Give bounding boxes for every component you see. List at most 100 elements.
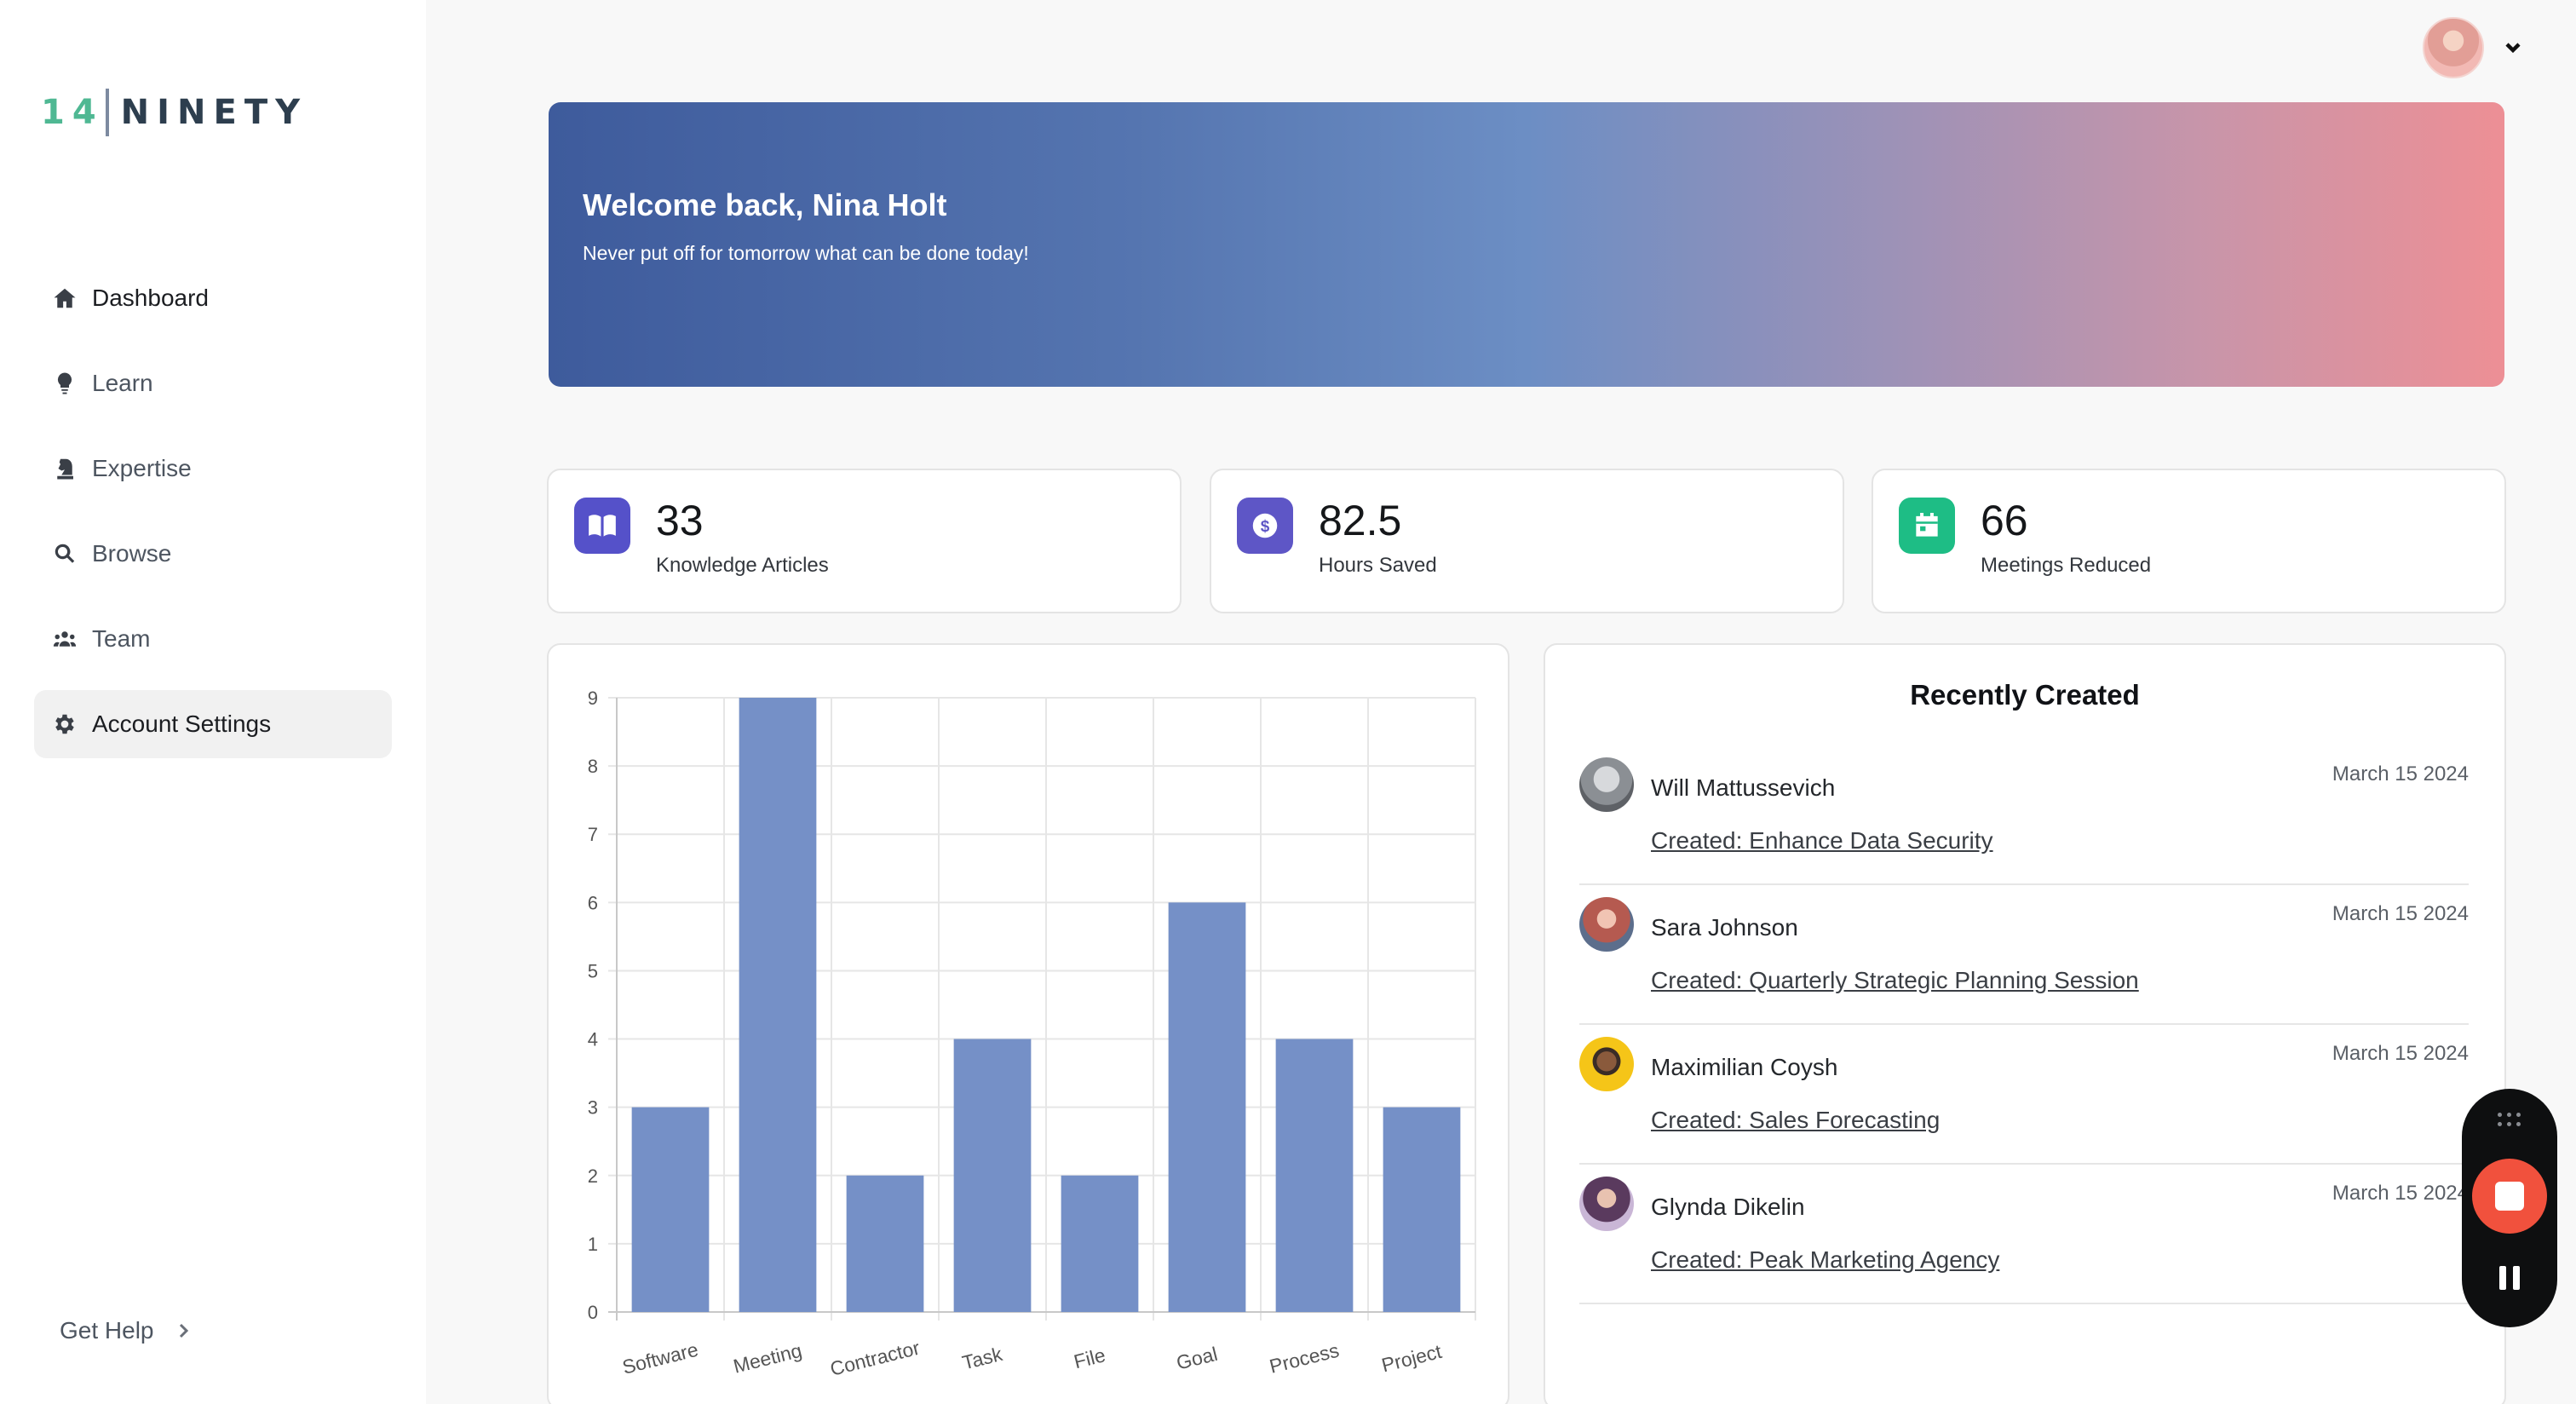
- recorder-widget[interactable]: [2462, 1089, 2557, 1327]
- x-tick-label: Goal: [1174, 1343, 1219, 1374]
- chart-card: 0 1 2 3 4 5 6 7 8 9 Software Meeting Contractor Task F…: [547, 643, 1509, 1404]
- chart-bar: [631, 1107, 710, 1312]
- search-icon: [48, 537, 82, 571]
- chart-bar: [1168, 902, 1246, 1312]
- y-tick-label: 2: [588, 1165, 598, 1187]
- sidebar-item-account-settings[interactable]: Account Settings: [34, 690, 392, 758]
- y-tick-label: 4: [588, 1029, 598, 1050]
- chart-bar: [1275, 1039, 1354, 1312]
- user-menu[interactable]: [2423, 17, 2523, 78]
- sidebar-item-label: Browse: [92, 540, 172, 567]
- y-tick-label: 5: [588, 960, 598, 981]
- x-tick-label: Project: [1379, 1340, 1444, 1377]
- sidebar-item-label: Expertise: [92, 455, 192, 481]
- recent-user-name: Maximilian Coysh: [1651, 1054, 1838, 1080]
- logo-number: 14: [41, 93, 104, 132]
- stat-value: 66: [1981, 497, 2028, 544]
- list-item: Will Mattussevich March 15 2024 Created:…: [1579, 745, 2469, 885]
- lightbulb-icon: [48, 366, 82, 400]
- chart-bar: [739, 698, 817, 1312]
- stat-card-hours-saved[interactable]: $ 82.5 Hours Saved: [1210, 469, 1844, 613]
- list-item: Maximilian Coysh March 15 2024 Created: …: [1579, 1025, 2469, 1165]
- stat-value: 33: [656, 497, 704, 544]
- drag-handle-icon[interactable]: [2496, 1111, 2523, 1130]
- x-tick-label: Process: [1268, 1339, 1342, 1378]
- recent-item-link[interactable]: Created: Enhance Data Security: [1651, 827, 1993, 854]
- recent-item-link[interactable]: Created: Quarterly Strategic Planning Se…: [1651, 967, 2139, 993]
- logo-word: NINETY: [120, 93, 308, 132]
- sidebar-item-learn[interactable]: Learn: [34, 349, 392, 417]
- x-tick-label: Task: [960, 1343, 1005, 1374]
- pause-button[interactable]: [2496, 1264, 2523, 1292]
- book-icon: [574, 498, 630, 554]
- y-tick-label: 6: [588, 892, 598, 913]
- sidebar-nav: Dashboard Learn Expertise Browse Team: [34, 264, 392, 775]
- recent-date: March 15 2024: [2332, 762, 2469, 785]
- recent-date: March 15 2024: [2332, 902, 2469, 925]
- list-item: Sara Johnson March 15 2024 Created: Quar…: [1579, 885, 2469, 1025]
- sidebar-item-team[interactable]: Team: [34, 605, 392, 673]
- avatar[interactable]: [1579, 1037, 1634, 1091]
- stat-label: Hours Saved: [1319, 554, 1437, 577]
- chevron-right-icon: [173, 1321, 193, 1341]
- logo-divider: [105, 89, 109, 136]
- sidebar-item-label: Dashboard: [92, 285, 209, 311]
- chart-bar: [846, 1175, 924, 1312]
- y-tick-label: 7: [588, 824, 598, 845]
- x-tick-label: Software: [620, 1338, 700, 1378]
- chart-bar: [953, 1039, 1032, 1312]
- stop-icon: [2495, 1182, 2524, 1211]
- recent-title: Recently Created: [1910, 679, 2140, 711]
- stat-label: Knowledge Articles: [656, 554, 829, 577]
- sidebar-item-label: Team: [92, 625, 151, 652]
- welcome-banner: Welcome back, Nina Holt Never put off fo…: [549, 102, 2504, 387]
- team-icon: [48, 622, 82, 656]
- welcome-title: Welcome back, Nina Holt: [583, 187, 947, 222]
- app-logo[interactable]: 14 NINETY: [41, 89, 308, 136]
- y-tick-label: 0: [588, 1302, 598, 1323]
- stat-label: Meetings Reduced: [1981, 554, 2152, 577]
- stat-card-knowledge-articles[interactable]: 33 Knowledge Articles: [547, 469, 1182, 613]
- stat-value: 82.5: [1319, 497, 1402, 544]
- chart-bar: [1383, 1107, 1461, 1312]
- avatar[interactable]: [2423, 17, 2484, 78]
- y-tick-label: 8: [588, 756, 598, 777]
- dollar-icon: $: [1237, 498, 1293, 554]
- avatar[interactable]: [1579, 897, 1634, 952]
- x-tick-label: Meeting: [731, 1339, 804, 1378]
- y-tick-label: 9: [588, 688, 598, 709]
- chess-knight-icon: [48, 452, 82, 486]
- stat-card-meetings-reduced[interactable]: 66 Meetings Reduced: [1872, 469, 2506, 613]
- home-icon: [48, 281, 82, 315]
- recent-date: March 15 2024: [2332, 1042, 2469, 1065]
- sidebar: 14 NINETY Dashboard Learn Expertise: [0, 0, 426, 1404]
- recent-user-name: Glynda Dikelin: [1651, 1194, 1805, 1220]
- chart-bar: [1061, 1175, 1139, 1312]
- recent-user-name: Sara Johnson: [1651, 914, 1798, 941]
- recent-user-name: Will Mattussevich: [1651, 774, 1836, 801]
- y-tick-label: 3: [588, 1097, 598, 1119]
- recent-item-link[interactable]: Created: Peak Marketing Agency: [1651, 1246, 2000, 1273]
- get-help-label: Get Help: [60, 1317, 154, 1344]
- calendar-icon: [1899, 498, 1955, 554]
- stop-recording-button[interactable]: [2472, 1159, 2547, 1234]
- welcome-subtitle: Never put off for tomorrow what can be d…: [583, 242, 1029, 264]
- svg-text:$: $: [1261, 518, 1270, 536]
- get-help-link[interactable]: Get Help: [60, 1317, 193, 1344]
- sidebar-item-dashboard[interactable]: Dashboard: [34, 264, 392, 332]
- avatar[interactable]: [1579, 757, 1634, 812]
- chevron-down-icon[interactable]: [2503, 37, 2523, 58]
- x-tick-label: Contractor: [828, 1337, 923, 1380]
- recent-date: March 15 2024: [2332, 1182, 2469, 1205]
- recent-item-link[interactable]: Created: Sales Forecasting: [1651, 1107, 1941, 1133]
- x-tick-label: File: [1072, 1344, 1107, 1372]
- sidebar-item-expertise[interactable]: Expertise: [34, 434, 392, 503]
- sidebar-item-browse[interactable]: Browse: [34, 520, 392, 588]
- y-tick-label: 1: [588, 1234, 598, 1255]
- avatar[interactable]: [1579, 1177, 1634, 1231]
- gear-icon: [48, 707, 82, 741]
- sidebar-item-label: Account Settings: [92, 711, 272, 737]
- bar-chart: 0 1 2 3 4 5 6 7 8 9 Software Meeting Contractor Task F…: [588, 688, 1476, 1380]
- list-item: Glynda Dikelin March 15 2024 Created: Pe…: [1579, 1165, 2469, 1304]
- sidebar-item-label: Learn: [92, 370, 153, 396]
